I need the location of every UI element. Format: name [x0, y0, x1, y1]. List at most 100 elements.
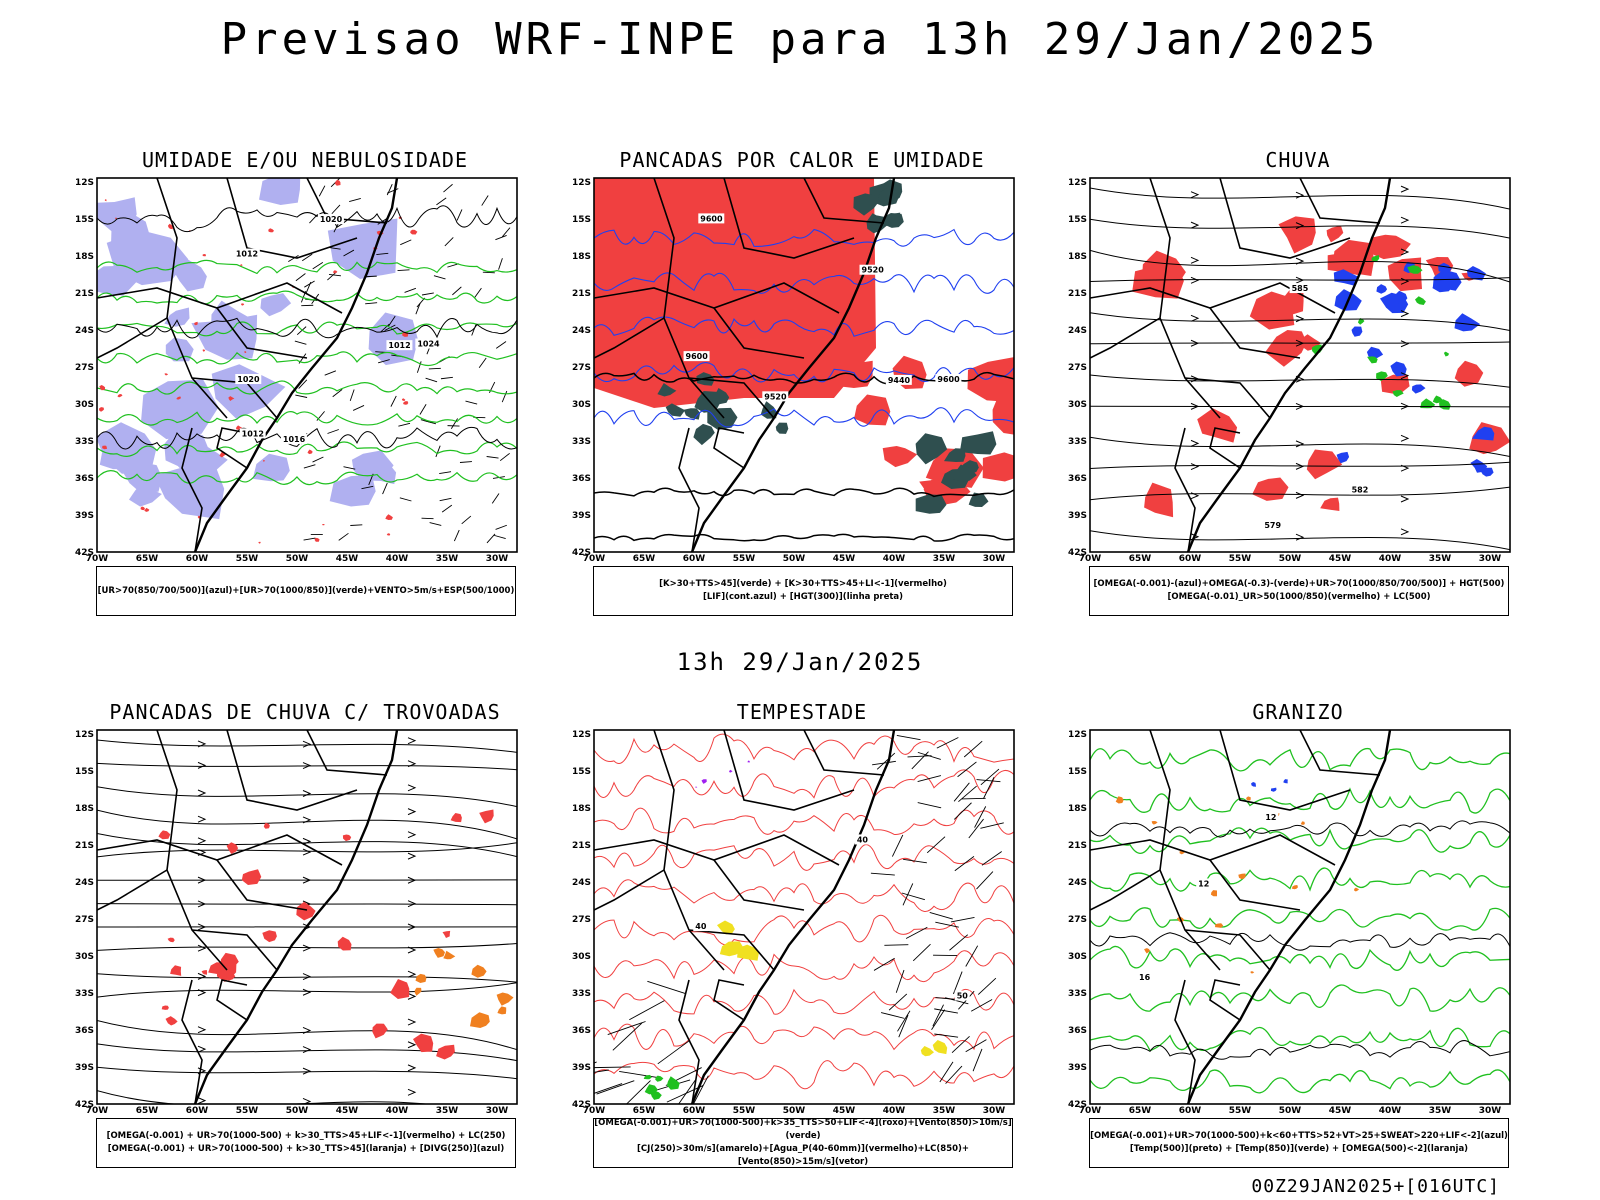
wind-vector [594, 1044, 595, 1047]
lat-label: 21S [1068, 841, 1087, 851]
map-layer: 40 50 40 [594, 730, 1014, 1104]
lon-label: 50W [783, 1106, 806, 1116]
contour-dash [268, 228, 275, 233]
wind-vector [349, 198, 361, 202]
omega-area [1471, 426, 1495, 441]
wind-area [655, 1075, 664, 1082]
contour-label: 9440 [888, 376, 911, 385]
wind-vector [982, 777, 995, 799]
instability-area [470, 1012, 490, 1028]
wind-vector [303, 537, 316, 541]
lat-label: 33S [1068, 989, 1087, 999]
wind-vector [494, 534, 506, 540]
pressure-contour [97, 317, 517, 339]
wind-vector [352, 405, 365, 411]
lon-label: 35W [1429, 554, 1452, 564]
humidity-area [329, 474, 376, 507]
lat-label: 36S [75, 474, 94, 484]
wind-vector [974, 806, 987, 828]
heat-area [711, 388, 730, 405]
lat-label: 24S [75, 878, 94, 888]
lon-label: 70W [583, 1106, 606, 1116]
streamline [97, 973, 517, 983]
lat-label: 18S [75, 252, 94, 262]
jet-area [717, 920, 735, 935]
lon-label: 40W [386, 1106, 409, 1116]
streamline-arrow [1400, 402, 1410, 410]
rain-area [1306, 449, 1343, 480]
lat-label: 36S [1068, 1026, 1087, 1036]
lon-label: 55W [1229, 554, 1252, 564]
instability-area [443, 950, 456, 960]
humidity-area [154, 463, 225, 520]
wind-vector [452, 286, 462, 296]
forecast-panel: UMIDADE E/OU NEBULOSIDADE 12S 15S 18S 21S 24S… [75, 148, 535, 628]
map-layer [97, 730, 517, 1104]
contour-label: 582 [1352, 486, 1369, 495]
wind-vector [957, 761, 977, 778]
heat-area [878, 188, 899, 205]
lon-label: 55W [733, 554, 756, 564]
wind-vector [666, 1085, 704, 1103]
streamline-arrow [1295, 222, 1305, 230]
thunder-area [296, 901, 316, 921]
omega-area [1238, 873, 1246, 880]
wind-vector [907, 755, 932, 758]
heat-area [657, 383, 677, 397]
lat-label: 24S [1068, 878, 1087, 888]
wind-vector [288, 254, 299, 263]
lon-label: 55W [236, 554, 259, 564]
contour-dash [140, 506, 145, 511]
wind-vector [970, 999, 993, 1012]
legend-line: [OMEGA(-0.01)_UR>50(1000/850)(vermelho) … [1167, 592, 1431, 602]
wind-vector [478, 357, 487, 368]
pressure-contour [97, 205, 517, 233]
rain-area [1252, 477, 1289, 501]
streamline-arrow [407, 737, 417, 745]
state-border [226, 178, 358, 259]
storm-area [695, 786, 698, 788]
thunder-area [165, 1016, 178, 1026]
heat-area [944, 448, 966, 462]
map-layer: 1012 1016 1020 1012 1012 1024 1020 [97, 178, 517, 552]
wind-vector [934, 1008, 958, 1014]
contour-dash [228, 396, 235, 401]
thunder-area [450, 813, 462, 823]
storm-area [747, 760, 750, 763]
streamline-arrow [1295, 533, 1305, 541]
wind-vector [386, 183, 393, 196]
wind-vector [499, 452, 510, 462]
streamline-arrow [197, 989, 207, 997]
streamline-arrow [407, 1041, 417, 1049]
wind-vector [953, 782, 970, 802]
omega-strong-area [1432, 395, 1443, 404]
lat-label: 15S [75, 215, 94, 225]
heat-area [915, 494, 947, 514]
streamline-arrow [1400, 340, 1410, 348]
wind-vector [327, 429, 339, 434]
wind-vector [905, 926, 928, 939]
contour-label: 585 [1292, 284, 1309, 293]
lon-label: 50W [783, 554, 806, 564]
streamline-arrow [1400, 277, 1410, 285]
wind-vector [390, 395, 397, 407]
wind-area [644, 1084, 658, 1095]
wind-vector [349, 389, 355, 401]
contour-label: 9600 [686, 352, 709, 361]
rain-area [1332, 239, 1375, 276]
omega-area [1336, 451, 1350, 464]
streamline-arrow [302, 876, 312, 884]
rain-area [1278, 216, 1316, 254]
contour-label: 1020 [320, 215, 343, 224]
wind-vector [429, 522, 442, 526]
humidity-area [141, 379, 219, 440]
temp850-contour [1090, 945, 1510, 971]
humidity-area [191, 314, 258, 360]
streamline [97, 943, 517, 951]
panel-legend: [K>30+TTS>45](verde) + [K>30+TTS>45+LI<-… [593, 566, 1013, 616]
legend-line: [LIF](cont.azul) + [HGT(300)](linha pret… [702, 592, 904, 602]
streamline-arrow [1400, 216, 1410, 224]
wind-area [666, 1076, 680, 1090]
streamline [97, 762, 517, 771]
